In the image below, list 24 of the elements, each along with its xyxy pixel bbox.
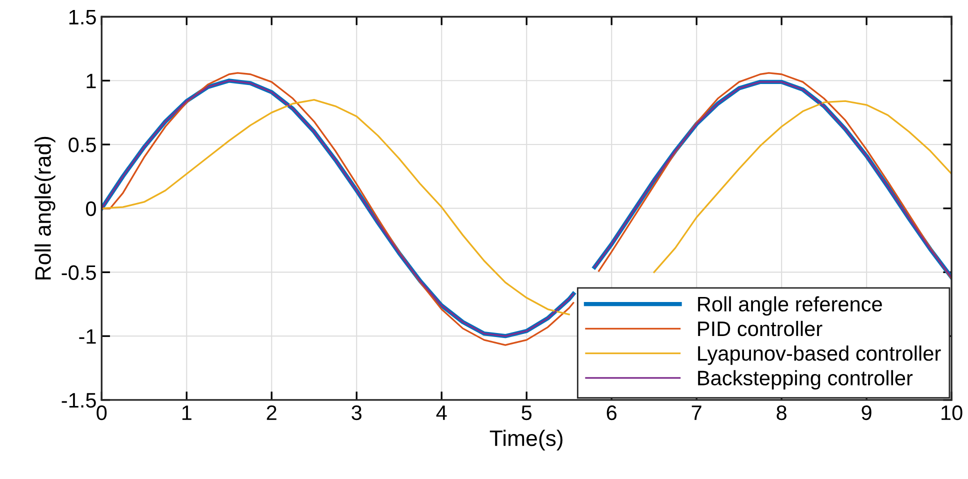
y-tick-label: 1.5 <box>69 10 96 25</box>
x-tick-label: 8 <box>776 405 786 420</box>
legend-label: Roll angle reference <box>698 296 882 316</box>
x-tick-label: 7 <box>692 406 702 420</box>
y-axis-title: Roll angle(rad) <box>34 136 56 280</box>
y-tick-label: -1 <box>79 329 96 344</box>
x-tick-label: 6 <box>606 405 616 420</box>
x-tick-label: 9 <box>862 405 872 420</box>
x-tick-label: 10 <box>942 405 962 420</box>
y-tick-label: 0 <box>86 201 96 216</box>
y-tick-label: 0.5 <box>68 138 96 152</box>
x-tick-label: 1 <box>182 406 192 420</box>
y-tick-label: -0.5 <box>62 265 96 280</box>
x-axis-title: Time(s) <box>490 430 562 451</box>
y-tick-label: 1 <box>86 74 96 88</box>
x-tick-label: 5 <box>522 406 532 420</box>
y-tick-label: -1.5 <box>62 393 96 408</box>
x-tick-label: 2 <box>266 405 276 420</box>
x-tick-label: 0 <box>96 405 107 420</box>
x-tick-label: 3 <box>352 405 362 420</box>
legend-label: Lyapunov-based controller <box>698 346 941 365</box>
legend-label: Backstepping controller <box>698 370 913 390</box>
x-tick-label: 4 <box>436 406 447 420</box>
legend-label: PID controller <box>698 320 822 336</box>
